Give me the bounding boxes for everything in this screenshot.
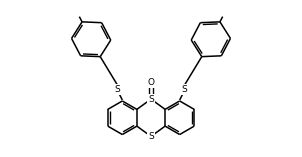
- Text: S: S: [182, 85, 188, 94]
- Text: S: S: [114, 85, 120, 94]
- Text: S: S: [148, 95, 154, 104]
- Text: O: O: [147, 78, 155, 87]
- Text: S: S: [148, 132, 154, 141]
